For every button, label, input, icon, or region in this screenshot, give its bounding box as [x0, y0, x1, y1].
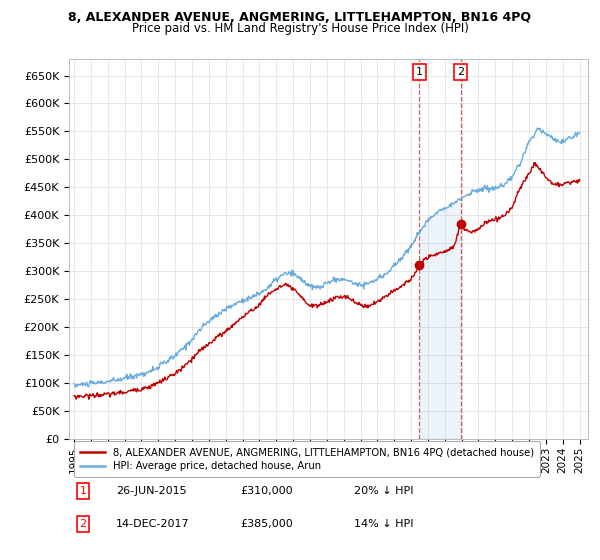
- Text: 8, ALEXANDER AVENUE, ANGMERING, LITTLEHAMPTON, BN16 4PQ: 8, ALEXANDER AVENUE, ANGMERING, LITTLEHA…: [68, 11, 532, 24]
- Text: Price paid vs. HM Land Registry's House Price Index (HPI): Price paid vs. HM Land Registry's House …: [131, 22, 469, 35]
- Text: £310,000: £310,000: [240, 486, 293, 496]
- Text: 1: 1: [79, 486, 86, 496]
- Text: 2: 2: [79, 519, 86, 529]
- Text: 2: 2: [457, 67, 464, 77]
- Text: 1: 1: [416, 67, 423, 77]
- Text: 14-DEC-2017: 14-DEC-2017: [116, 519, 190, 529]
- Legend: 8, ALEXANDER AVENUE, ANGMERING, LITTLEHAMPTON, BN16 4PQ (detached house), HPI: A: 8, ALEXANDER AVENUE, ANGMERING, LITTLEHA…: [74, 441, 540, 477]
- Text: 26-JUN-2015: 26-JUN-2015: [116, 486, 187, 496]
- Text: £385,000: £385,000: [240, 519, 293, 529]
- Text: 20% ↓ HPI: 20% ↓ HPI: [355, 486, 414, 496]
- Text: 14% ↓ HPI: 14% ↓ HPI: [355, 519, 414, 529]
